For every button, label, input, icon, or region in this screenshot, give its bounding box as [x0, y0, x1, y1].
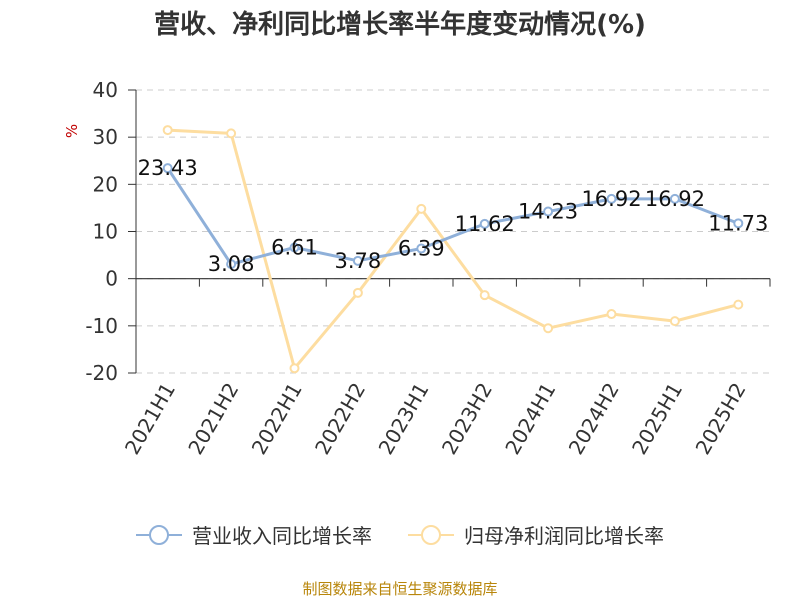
net-profit-point	[733, 299, 744, 310]
y-tick-label: 40	[93, 78, 118, 102]
revenue-data-label: 23.43	[138, 156, 198, 180]
x-tick-label: 2025H1	[627, 379, 687, 459]
revenue-data-label: 6.61	[271, 235, 318, 259]
revenue-data-label: 14.23	[518, 200, 578, 224]
x-tick-label: 2021H2	[183, 379, 243, 459]
x-tick-label: 2023H2	[437, 379, 497, 459]
net-profit-point	[479, 290, 490, 301]
legend-item-net-profit[interactable]: 归母净利润同比增长率	[408, 520, 664, 549]
revenue-point	[479, 218, 490, 229]
revenue-point	[733, 218, 744, 229]
revenue-data-label: 11.73	[708, 211, 768, 235]
y-tick-label: 20	[93, 172, 118, 196]
x-tick-label: 2024H2	[564, 379, 624, 459]
revenue-series-line	[166, 167, 739, 266]
revenue-point	[162, 163, 173, 174]
net-profit-point	[669, 316, 680, 327]
y-tick-label: 0	[105, 267, 118, 291]
legend-swatch-net-profit	[408, 524, 454, 545]
net-profit-series-line	[167, 128, 739, 370]
net-profit-point	[606, 309, 617, 320]
legend-label-net-profit: 归母净利润同比增长率	[464, 524, 664, 548]
revenue-data-label: 11.62	[455, 212, 515, 236]
chart-title: 营收、净利同比增长率半年度变动情况(%)	[154, 10, 646, 40]
revenue-point	[352, 255, 363, 266]
net-profit-point	[352, 287, 363, 298]
y-tick-label: 10	[93, 220, 118, 244]
y-tick-label: -10	[85, 314, 118, 338]
revenue-point	[606, 193, 617, 204]
legend-swatch-revenue	[136, 524, 182, 545]
source-note: 制图数据来自恒生聚源数据库	[302, 580, 498, 598]
x-tick-label: 2024H1	[500, 379, 560, 459]
x-tick-label: 2022H2	[310, 379, 370, 459]
net-profit-point	[289, 363, 300, 374]
y-axis-unit-label: %	[63, 124, 81, 138]
net-profit-point	[543, 323, 554, 334]
revenue-point	[416, 243, 427, 254]
legend: 营业收入同比增长率 归母净利润同比增长率	[0, 520, 800, 549]
net-profit-point	[226, 128, 237, 139]
x-tick-label: 2025H2	[691, 379, 751, 459]
revenue-point	[543, 206, 554, 217]
revenue-data-label: 16.92	[645, 187, 705, 211]
legend-label-revenue: 营业收入同比增长率	[192, 524, 372, 548]
legend-item-revenue[interactable]: 营业收入同比增长率	[136, 520, 372, 549]
revenue-data-label: 16.92	[581, 187, 641, 211]
revenue-data-label: 3.08	[208, 252, 255, 276]
net-profit-point	[162, 125, 173, 136]
revenue-point	[226, 259, 237, 270]
y-tick-label: -20	[85, 361, 118, 385]
revenue-point	[289, 242, 300, 253]
y-tick-label: 30	[93, 125, 118, 149]
revenue-data-label: 6.39	[398, 237, 445, 261]
net-profit-point	[416, 203, 427, 214]
x-tick-label: 2021H1	[120, 379, 180, 459]
x-tick-label: 2022H1	[247, 379, 307, 459]
x-tick-label: 2023H1	[374, 379, 434, 459]
revenue-data-label: 3.78	[335, 249, 382, 273]
revenue-point	[669, 193, 680, 204]
